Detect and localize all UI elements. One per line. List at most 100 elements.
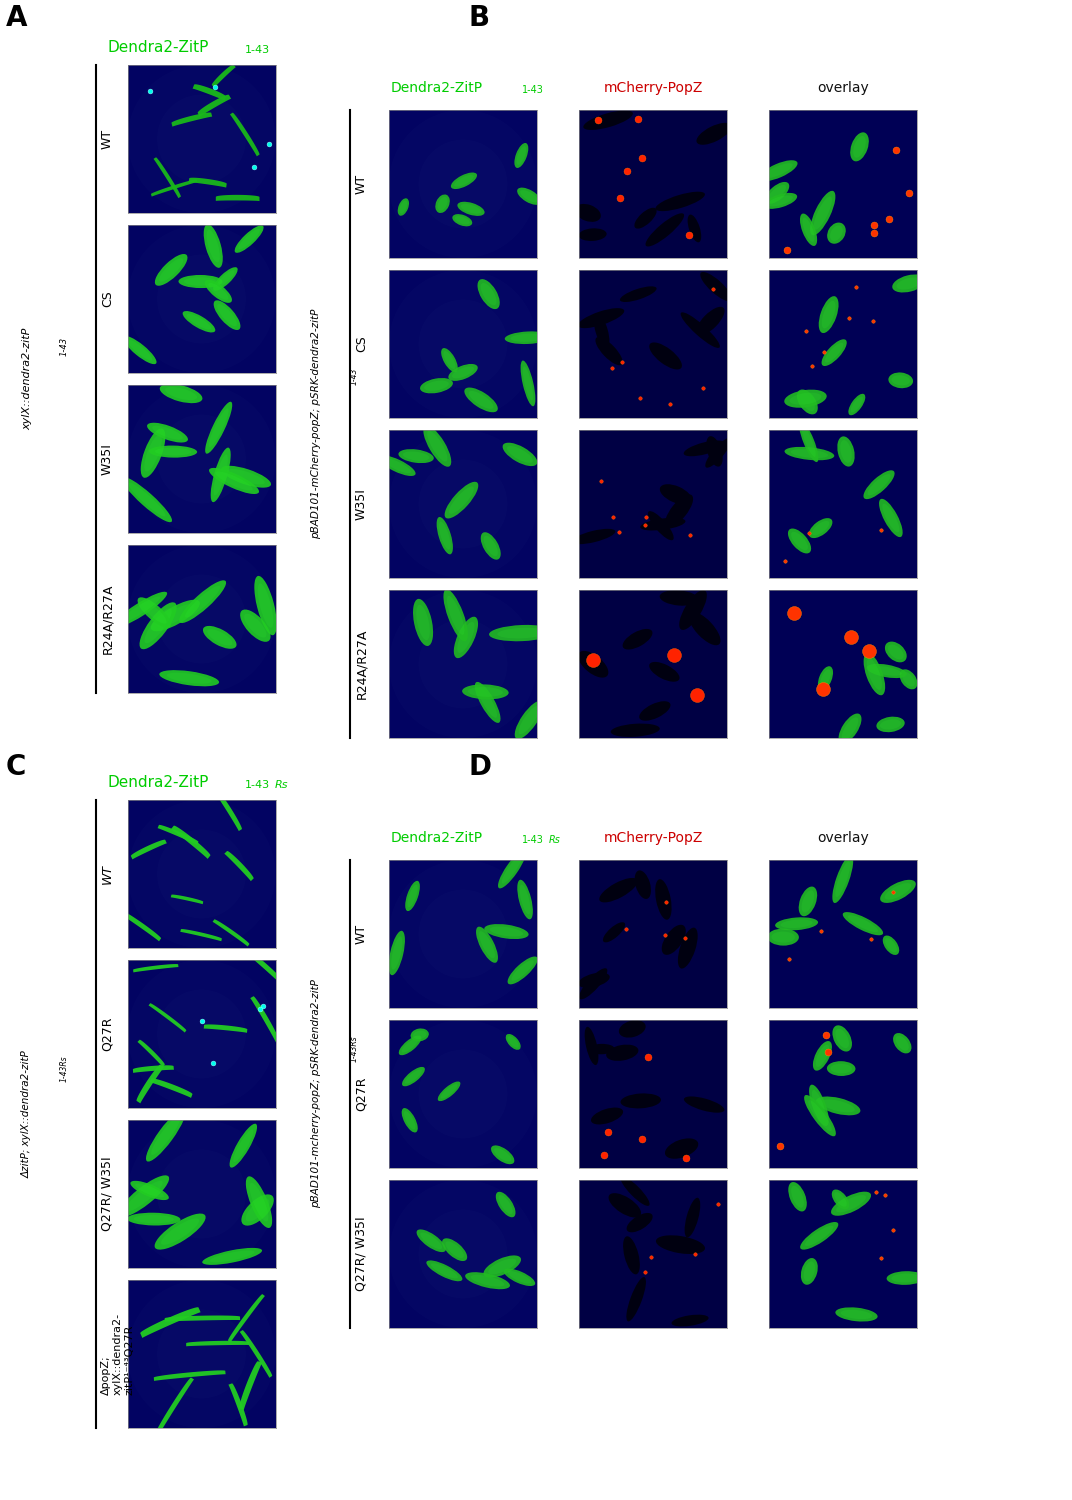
Ellipse shape: [791, 1185, 804, 1208]
Ellipse shape: [131, 1180, 168, 1200]
PathPatch shape: [180, 928, 222, 942]
PathPatch shape: [224, 850, 254, 880]
Ellipse shape: [785, 390, 827, 408]
Ellipse shape: [448, 364, 478, 381]
Ellipse shape: [161, 1218, 199, 1245]
Ellipse shape: [479, 932, 495, 958]
Text: 1-43Rs: 1-43Rs: [60, 1056, 69, 1083]
Ellipse shape: [579, 968, 608, 999]
Ellipse shape: [128, 339, 152, 360]
PathPatch shape: [239, 1360, 263, 1410]
Ellipse shape: [681, 312, 719, 348]
Ellipse shape: [477, 279, 500, 309]
Ellipse shape: [821, 339, 847, 366]
Ellipse shape: [889, 372, 913, 388]
Ellipse shape: [455, 176, 474, 186]
Ellipse shape: [145, 609, 172, 644]
Ellipse shape: [241, 1194, 273, 1225]
Text: Q27R/ W35I: Q27R/ W35I: [101, 1156, 114, 1232]
Ellipse shape: [661, 924, 686, 956]
Ellipse shape: [884, 884, 911, 900]
PathPatch shape: [119, 910, 161, 942]
Ellipse shape: [445, 1242, 464, 1258]
Ellipse shape: [832, 1190, 849, 1209]
Ellipse shape: [476, 927, 498, 963]
PathPatch shape: [189, 177, 226, 188]
Ellipse shape: [140, 429, 165, 478]
Ellipse shape: [819, 296, 838, 333]
Ellipse shape: [867, 474, 891, 495]
Ellipse shape: [808, 1100, 832, 1131]
PathPatch shape: [133, 1065, 174, 1072]
Ellipse shape: [420, 1233, 442, 1250]
Ellipse shape: [834, 1192, 847, 1206]
Ellipse shape: [848, 394, 865, 416]
Ellipse shape: [504, 1269, 535, 1286]
Ellipse shape: [640, 518, 685, 531]
PathPatch shape: [165, 1316, 240, 1322]
Ellipse shape: [182, 310, 215, 333]
Ellipse shape: [209, 408, 228, 447]
Ellipse shape: [491, 1146, 515, 1164]
Ellipse shape: [635, 870, 651, 898]
Text: WT: WT: [101, 129, 114, 149]
Text: 1-43: 1-43: [244, 45, 269, 56]
PathPatch shape: [149, 1004, 187, 1032]
Text: xylX::dendra2-zitP: xylX::dendra2-zitP: [21, 328, 32, 430]
Ellipse shape: [609, 1192, 641, 1218]
Ellipse shape: [769, 184, 786, 201]
PathPatch shape: [212, 64, 236, 87]
Ellipse shape: [800, 1222, 838, 1250]
Ellipse shape: [440, 522, 450, 549]
Ellipse shape: [520, 190, 538, 202]
Ellipse shape: [128, 483, 166, 516]
Ellipse shape: [468, 392, 493, 410]
Ellipse shape: [805, 1226, 833, 1246]
Ellipse shape: [209, 468, 259, 494]
Text: ΔpopZ;
xylX::dendra2-
zitP¹⁻⁴³Q27R: ΔpopZ; xylX::dendra2- zitP¹⁻⁴³Q27R: [101, 1312, 134, 1395]
Ellipse shape: [765, 182, 789, 204]
Ellipse shape: [828, 222, 846, 243]
Text: CS: CS: [355, 336, 368, 352]
Text: 1-43: 1-43: [349, 368, 358, 384]
PathPatch shape: [153, 1371, 225, 1382]
Ellipse shape: [511, 960, 534, 981]
Ellipse shape: [139, 603, 177, 650]
Ellipse shape: [840, 440, 852, 464]
Ellipse shape: [151, 1116, 181, 1155]
Ellipse shape: [185, 586, 220, 618]
Ellipse shape: [435, 195, 450, 213]
Text: 1-43: 1-43: [244, 780, 269, 790]
Ellipse shape: [700, 272, 732, 302]
Ellipse shape: [402, 1066, 425, 1086]
PathPatch shape: [187, 1341, 249, 1347]
Text: WT: WT: [355, 174, 368, 194]
Ellipse shape: [882, 504, 899, 532]
Ellipse shape: [835, 1029, 849, 1048]
Ellipse shape: [244, 614, 267, 638]
Ellipse shape: [480, 532, 501, 560]
Ellipse shape: [137, 597, 170, 627]
PathPatch shape: [197, 94, 232, 117]
Ellipse shape: [896, 278, 922, 290]
Ellipse shape: [621, 1094, 661, 1108]
Ellipse shape: [687, 214, 701, 243]
Ellipse shape: [187, 314, 211, 330]
Ellipse shape: [816, 1046, 829, 1066]
PathPatch shape: [204, 1024, 248, 1033]
Ellipse shape: [799, 420, 818, 462]
Ellipse shape: [485, 924, 528, 939]
Ellipse shape: [217, 270, 235, 288]
Ellipse shape: [159, 258, 183, 282]
Ellipse shape: [517, 146, 526, 165]
Ellipse shape: [583, 111, 632, 130]
Ellipse shape: [207, 230, 220, 262]
Ellipse shape: [621, 1176, 650, 1206]
Ellipse shape: [831, 1064, 852, 1074]
Ellipse shape: [254, 576, 277, 634]
Ellipse shape: [678, 927, 698, 969]
PathPatch shape: [212, 920, 250, 946]
Ellipse shape: [578, 308, 624, 328]
Ellipse shape: [647, 512, 673, 540]
Text: ΔzitP; xylX::dendra2-zitP: ΔzitP; xylX::dendra2-zitP: [21, 1050, 32, 1178]
